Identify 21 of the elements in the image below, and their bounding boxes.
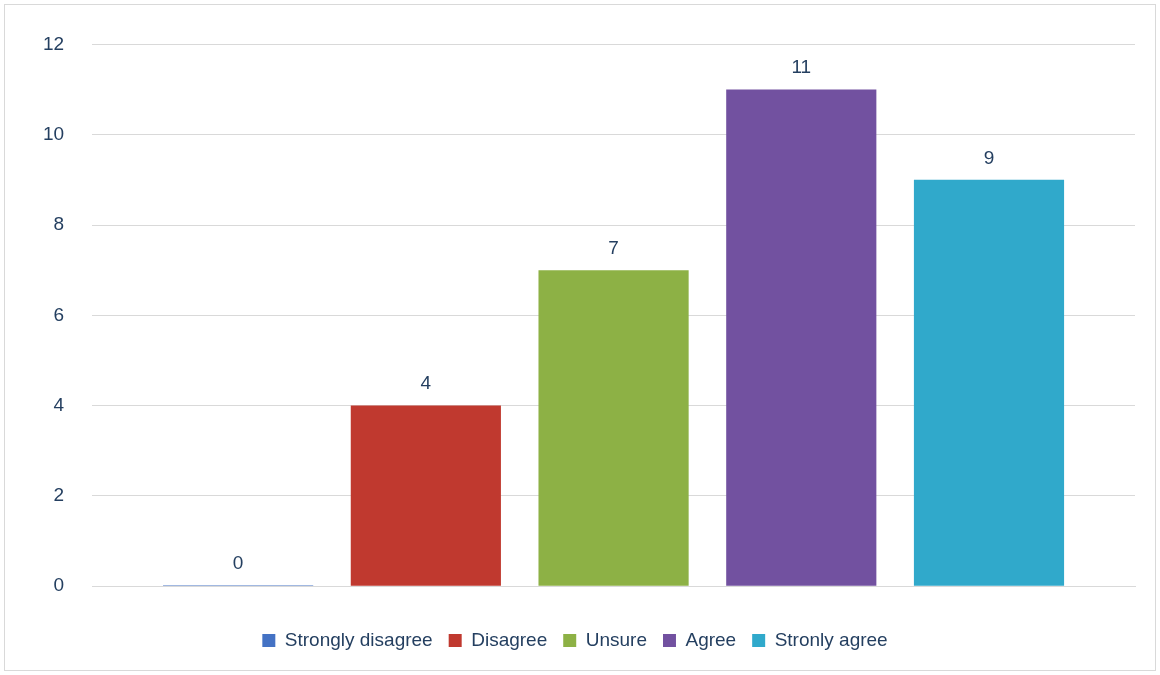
data-label: 11 — [791, 56, 812, 78]
data-label: 7 — [608, 236, 619, 258]
legend-label: Agree — [685, 628, 737, 650]
legend-label: Unsure — [585, 628, 647, 650]
y-tick-label: 2 — [53, 484, 65, 506]
bar — [913, 179, 1065, 586]
y-tick-label: 10 — [42, 122, 65, 144]
y-tick-label: 0 — [53, 574, 65, 596]
legend-label: Strongly disagree — [284, 628, 433, 650]
data-label: 0 — [232, 551, 244, 573]
y-tick-label: 6 — [53, 303, 65, 325]
legend-label: Stronly agree — [774, 628, 888, 650]
bar — [538, 270, 689, 586]
data-label: 4 — [420, 372, 432, 394]
y-tick-label: 12 — [42, 32, 65, 54]
data-label: 9 — [983, 146, 995, 168]
bar — [726, 89, 877, 586]
legend-label: Disagree — [471, 628, 548, 650]
y-tick-label: 8 — [53, 213, 65, 235]
y-tick-label: 4 — [53, 393, 65, 415]
bar — [350, 405, 501, 586]
